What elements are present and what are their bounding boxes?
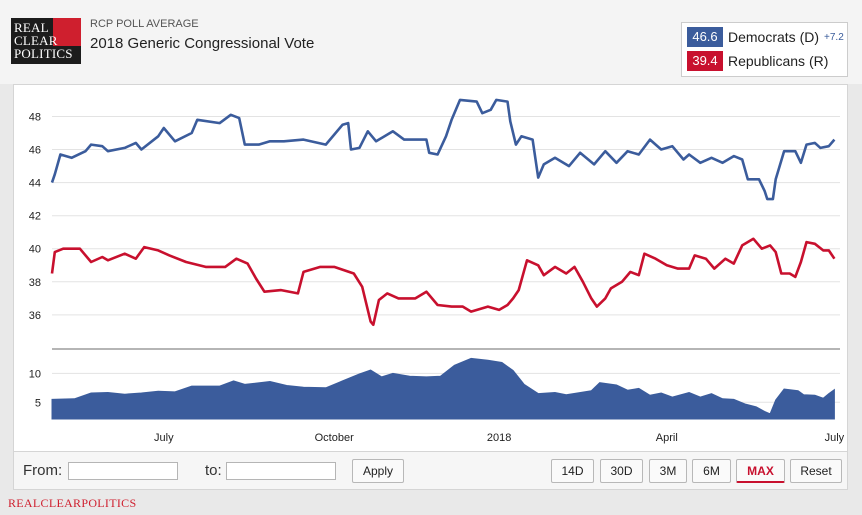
logo-line-1: REAL [14,20,49,35]
legend-democrats: 46.6 Democrats (D) +7.2 [687,27,844,47]
chart-container[interactable]: 36 38 40 42 44 46 48 5 10 July October 2018 April Jul… [13,84,848,452]
rcp-logo[interactable]: REAL CLEAR POLITICS [11,18,81,64]
poll-title: 2018 Generic Congressional Vote [90,35,315,52]
democrats-spread: +7.2 [824,31,844,43]
range-max-button[interactable]: MAX [736,459,785,483]
y-tick-label: 40 [29,244,41,256]
y-tick-label: 48 [29,112,41,124]
y-tick-label: 42 [29,211,41,223]
republicans-value: 39.4 [687,51,723,71]
range-3m-button[interactable]: 3M [649,459,687,483]
republicans-series-line [50,237,836,327]
democrats-value: 46.6 [687,27,723,47]
x-tick-label: October [315,432,354,444]
spread-area [51,357,835,420]
republicans-name: Republicans (R) [728,53,829,69]
x-tick-label: 2018 [487,432,511,444]
poll-label: RCP POLL AVERAGE [90,18,199,30]
y-tick-label: 44 [29,178,41,190]
x-tick-label: April [656,432,678,444]
range-14d-button[interactable]: 14D [551,459,594,483]
apply-button[interactable]: Apply [352,459,404,483]
x-tick-label: July [154,432,174,444]
date-controls: From: to: Apply 14D 30D 3M 6M MAX Reset [13,452,848,490]
spread-y-tick-label: 10 [29,368,41,380]
y-tick-label: 46 [29,145,41,157]
democrats-name: Democrats (D) [728,29,820,45]
to-label: to: [205,462,222,479]
logo-line-2: CLEAR [14,33,58,48]
from-label: From: [23,462,63,479]
y-tick-label: 36 [29,310,41,322]
logo-red-corner [53,18,81,46]
poll-chart[interactable]: 36 38 40 42 44 46 48 5 10 July October 2018 April Jul… [14,85,847,451]
logo-line-3: POLITICS [14,46,73,61]
spread-y-tick-label: 5 [35,397,41,409]
from-date-input[interactable] [68,462,178,480]
header: REAL CLEAR POLITICS RCP POLL AVERAGE 201… [0,0,862,84]
x-tick-label: July [825,432,845,444]
legend-republicans: 39.4 Republicans (R) [687,51,828,71]
y-tick-label: 38 [29,277,41,289]
range-30d-button[interactable]: 30D [600,459,643,483]
to-date-input[interactable] [226,462,336,480]
range-6m-button[interactable]: 6M [692,459,731,483]
legend: 46.6 Democrats (D) +7.2 39.4 Republicans… [681,22,848,77]
reset-button[interactable]: Reset [790,459,842,483]
footer-brand[interactable]: REALCLEARPOLITICS [8,496,137,510]
democrats-series-line [50,98,836,201]
